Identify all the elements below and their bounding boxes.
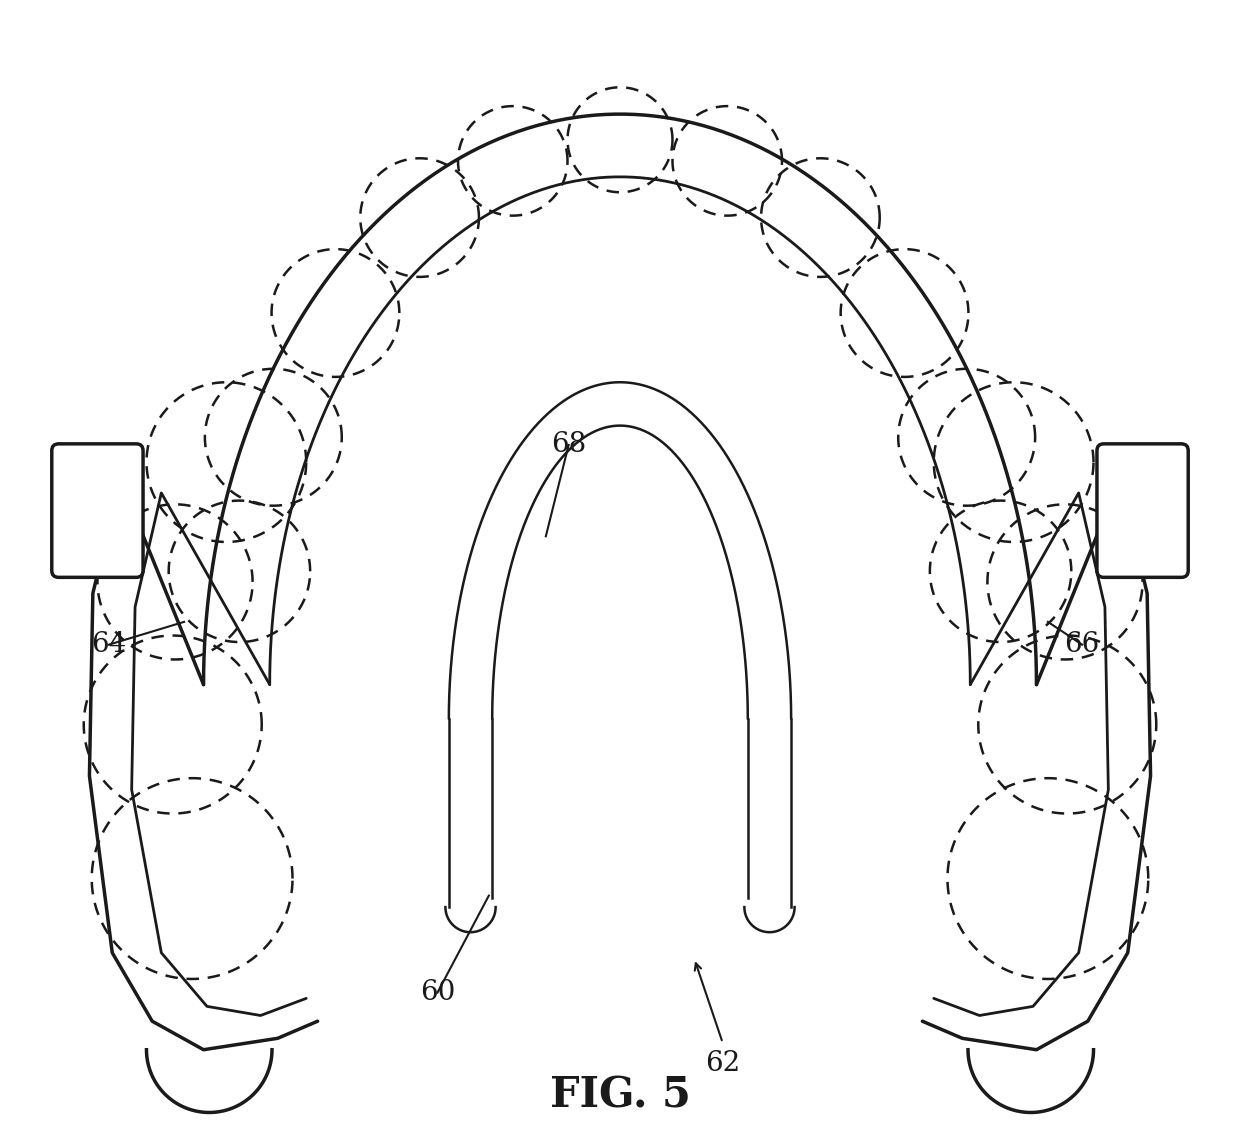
Text: 62: 62 (706, 1050, 740, 1077)
Text: 66: 66 (1064, 631, 1100, 658)
Text: 64: 64 (92, 631, 126, 658)
Text: 68: 68 (551, 431, 587, 459)
Text: FIG. 5: FIG. 5 (549, 1075, 691, 1116)
Text: 60: 60 (420, 979, 455, 1006)
FancyBboxPatch shape (1097, 444, 1188, 577)
FancyBboxPatch shape (52, 444, 143, 577)
